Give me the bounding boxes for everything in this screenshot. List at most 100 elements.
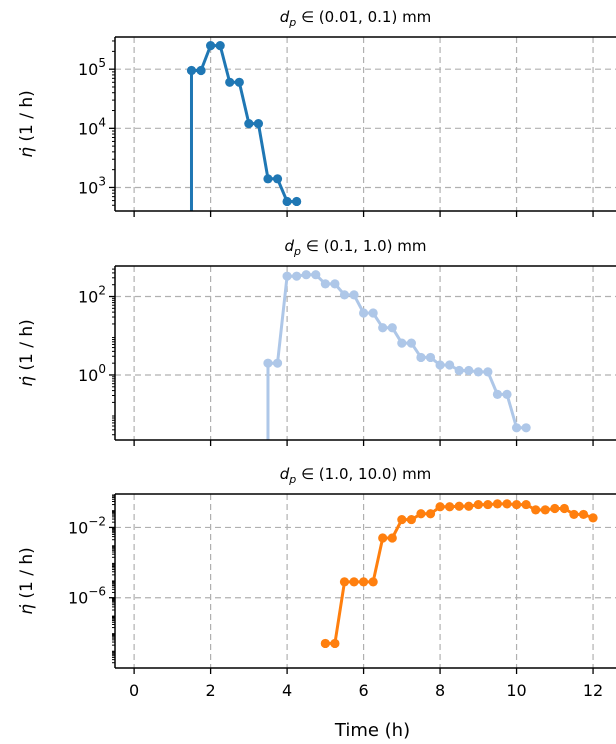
x-tick-label: 8 — [435, 681, 445, 700]
y-axis-label: η̇ (1 / h) — [17, 319, 37, 387]
y-tick-exponent: 0 — [98, 362, 106, 376]
y-tick-base: 10 — [68, 589, 88, 608]
data-point — [397, 514, 407, 525]
data-point — [272, 358, 283, 368]
data-point — [320, 638, 330, 649]
data-point — [483, 367, 493, 377]
x-tick-label: 4 — [282, 681, 292, 700]
y-tick-exponent: −2 — [88, 514, 106, 528]
y-tick-label: 100 — [78, 362, 106, 385]
data-point — [397, 338, 407, 348]
title-subscript: p — [288, 473, 296, 486]
y-axis-unit: (1 / h) — [17, 319, 37, 376]
data-point — [464, 365, 474, 376]
data-point — [473, 367, 483, 377]
data-point — [263, 358, 273, 368]
data-point — [311, 270, 321, 280]
data-point — [406, 338, 416, 348]
data-point — [387, 533, 397, 543]
y-axis-symbol: η̇ — [17, 604, 37, 615]
data-point — [272, 174, 283, 184]
title-range: ∈ (0.01, 0.1) mm — [296, 8, 431, 26]
data-point — [253, 119, 264, 129]
title-range: ∈ (1.0, 10.0) mm — [296, 465, 431, 483]
data-point — [282, 196, 292, 207]
data-point — [349, 577, 359, 587]
data-point — [578, 509, 589, 520]
data-point — [511, 499, 522, 510]
data-point — [473, 499, 483, 510]
series-line — [325, 502, 594, 645]
y-axis-label: η̇ (1 / h) — [17, 547, 37, 615]
data-point — [320, 279, 330, 289]
data-point — [215, 41, 225, 51]
data-point — [492, 389, 503, 399]
data-point — [531, 505, 541, 515]
data-point — [339, 290, 350, 300]
panel-3: 10−610−2dp ∈ (1.0, 10.0) mmη̇ (1 / h) — [17, 465, 616, 674]
y-axis-unit: (1 / h) — [17, 90, 37, 147]
data-point — [330, 279, 340, 289]
y-tick-label: 10−2 — [68, 514, 106, 537]
data-point — [206, 41, 216, 51]
data-point — [406, 514, 416, 525]
x-tick-label: 6 — [358, 681, 368, 700]
x-tick-label: 10 — [506, 681, 526, 700]
panel-title: dp ∈ (0.1, 1.0) mm — [284, 237, 426, 258]
y-axis-symbol: η̇ — [17, 147, 37, 158]
y-tick-label: 104 — [78, 115, 106, 138]
data-point — [378, 323, 388, 333]
data-point — [559, 503, 569, 514]
data-point — [234, 77, 244, 87]
y-tick-base: 10 — [68, 518, 88, 537]
y-tick-exponent: 4 — [98, 115, 106, 129]
title-range: ∈ (0.1, 1.0) mm — [301, 237, 427, 255]
data-point — [435, 360, 445, 370]
x-tick-label: 2 — [206, 681, 216, 700]
data-point — [569, 509, 579, 520]
data-point — [292, 196, 302, 207]
x-tick-label: 0 — [129, 681, 139, 700]
y-tick-base: 10 — [78, 119, 98, 138]
data-point — [416, 352, 426, 363]
data-point — [186, 65, 197, 76]
data-point — [339, 577, 350, 587]
y-tick-label: 102 — [78, 284, 106, 307]
data-point — [301, 270, 311, 280]
data-point — [378, 533, 388, 543]
y-tick-base: 10 — [78, 60, 98, 79]
data-point — [511, 423, 522, 433]
data-point — [454, 501, 464, 511]
data-point — [445, 360, 455, 370]
data-point — [292, 271, 302, 281]
y-tick-exponent: 5 — [98, 56, 106, 70]
y-tick-exponent: 3 — [98, 174, 106, 188]
y-tick-label: 103 — [78, 174, 106, 197]
y-tick-exponent: 2 — [98, 284, 106, 298]
y-tick-label: 10−6 — [68, 585, 106, 608]
data-point — [540, 505, 550, 515]
title-subscript: p — [288, 16, 296, 29]
data-point — [425, 352, 436, 363]
data-point — [445, 502, 455, 512]
data-point — [502, 389, 512, 399]
data-point — [464, 501, 474, 511]
data-point — [225, 77, 235, 87]
data-point — [521, 423, 531, 433]
title-symbol: d — [280, 8, 290, 26]
panel-title: dp ∈ (1.0, 10.0) mm — [280, 465, 432, 486]
data-point — [425, 509, 436, 519]
data-point — [368, 308, 378, 318]
data-point — [263, 174, 273, 184]
data-point — [358, 308, 369, 318]
data-point — [416, 509, 426, 519]
data-point — [358, 577, 369, 587]
y-tick-base: 10 — [78, 178, 98, 197]
data-point — [330, 638, 340, 649]
data-point — [483, 499, 493, 510]
series-line — [268, 273, 527, 430]
data-point — [282, 271, 292, 281]
y-tick-base: 10 — [78, 366, 98, 385]
